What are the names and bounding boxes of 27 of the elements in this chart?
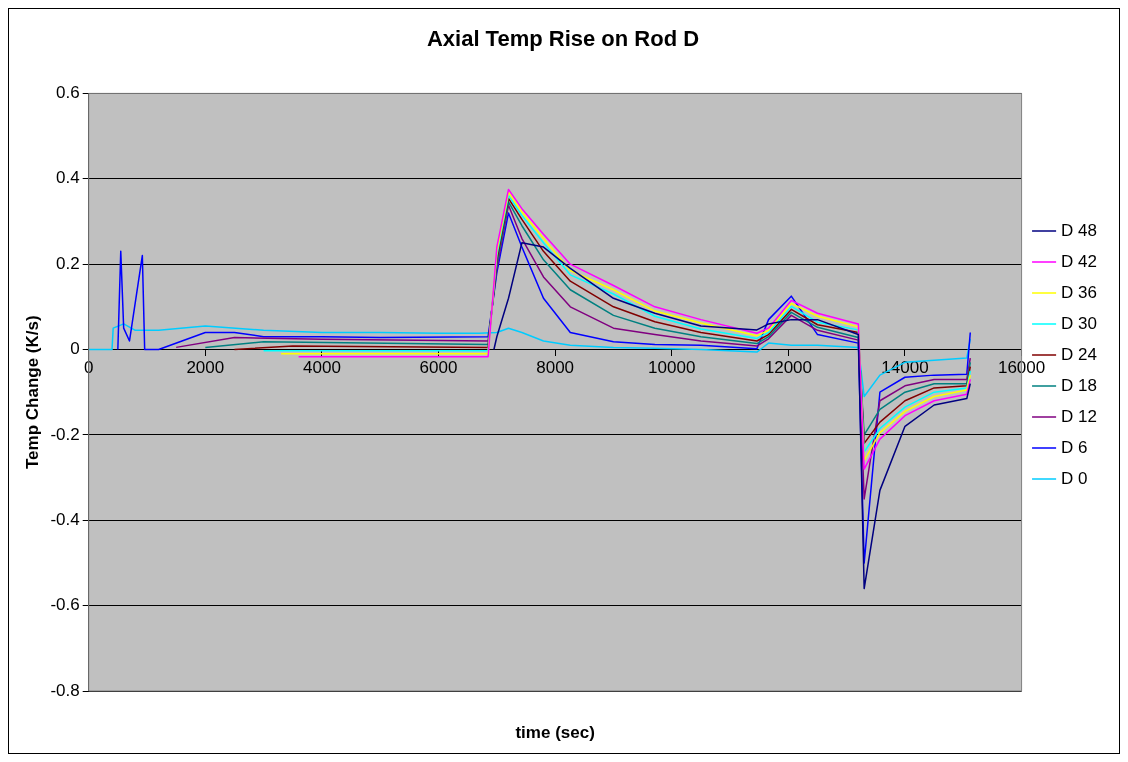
x-tick-label: 10000	[648, 358, 696, 378]
y-axis-title: Temp Change (K/s)	[22, 315, 42, 470]
x-axis-title: time (sec)	[515, 722, 595, 742]
legend-label: D 12	[1061, 406, 1098, 426]
y-tick-label: 0.4	[56, 168, 80, 188]
x-tick-label: 8000	[536, 358, 575, 378]
legend-label: D 18	[1061, 375, 1098, 395]
legend-label: D 48	[1061, 220, 1098, 240]
x-tick-label: 12000	[764, 358, 813, 378]
legend-label: D 36	[1061, 282, 1098, 302]
y-tick-label: 0.2	[56, 253, 80, 273]
legend-label: D 42	[1061, 251, 1098, 271]
y-tick-label: 0.6	[56, 83, 80, 103]
legend-label: D 30	[1061, 313, 1098, 333]
y-tick-label: -0.4	[50, 509, 80, 529]
x-tick-label: 6000	[419, 358, 458, 378]
x-tick-label: 4000	[303, 358, 341, 378]
legend-label: D 6	[1061, 437, 1088, 457]
y-tick-label: 0	[70, 339, 80, 359]
x-tick-label: 16000	[997, 358, 1046, 378]
legend-label: D 0	[1061, 468, 1088, 488]
chart-title: Axial Temp Rise on Rod D	[426, 26, 700, 52]
y-tick-label: -0.8	[50, 680, 80, 700]
y-tick-label: -0.6	[50, 595, 80, 615]
y-tick-label: -0.2	[50, 424, 80, 444]
x-tick-label: 2000	[186, 358, 225, 378]
legend-label: D 24	[1061, 344, 1098, 364]
